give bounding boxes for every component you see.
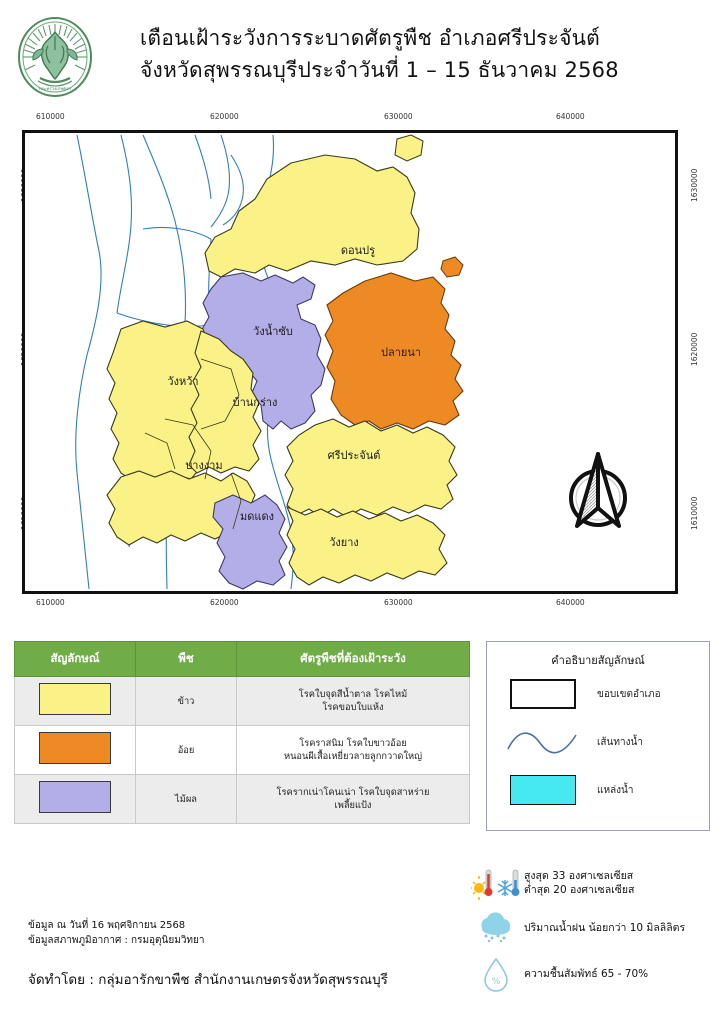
crop-pest-table: สัญลักษณ์ พืช ศัตรูพืชที่ต้องเฝ้าระวัง ข… <box>14 641 470 824</box>
map-y-tick-right-1: 1620000 <box>690 332 699 366</box>
crop-name-sugarcane: อ้อย <box>135 725 237 775</box>
rain-cloud-icon <box>468 911 524 945</box>
district-parcel-north-east <box>394 134 424 162</box>
district-polygon-plaina <box>324 272 464 430</box>
crop-table-header-row: สัญลักษณ์ พืช ศัตรูพืชที่ต้องเฝ้าระวัง <box>14 641 470 677</box>
legend-label-waterway: เส้นทางน้ำ <box>597 736 643 748</box>
thai-government-garuda-seal-icon: กระทรวงเกษตรฯ <box>16 16 94 98</box>
temperature-hot-cold-icon <box>468 866 524 900</box>
district-label-moddaeng: มดแดง <box>240 510 274 523</box>
district-label-wangnamsap: วังน้ำซับ <box>253 325 293 338</box>
crop-swatch-cell-rice <box>14 676 136 726</box>
crop-name-rice: ข้าว <box>135 676 237 726</box>
district-label-bankrang: บ้านกร่าง <box>232 396 278 409</box>
district-label-wangwa: วังหว้า <box>167 375 199 388</box>
map-container[interactable]: 610000 620000 630000 640000 610000 62000… <box>14 112 699 689</box>
water-body-icon <box>495 775 591 805</box>
pest-list-rice: โรคใบจุดสีน้ำตาล โรคไหม้ โรคขอบใบแห้ง <box>236 676 470 726</box>
title-line-2: จังหวัดสุพรรณบุรีประจำวันที่ 1 – 15 ธันว… <box>140 58 619 82</box>
temp-max-text: สูงสุด 33 องศาเซลเซียส <box>524 870 634 882</box>
district-label-sriprachan: ศรีประจันต์ <box>327 449 381 462</box>
footer-data-date: ข้อมูล ณ วันที่ 16 พฤศจิกายน 2568 <box>28 920 186 931</box>
district-polygon-sriprachan <box>284 418 458 518</box>
district-polygon-moddaeng <box>212 494 288 590</box>
district-label-bangngam: บางงาม <box>185 459 223 472</box>
pest-line-1: โรครากเน่าโคนเน่า โรคใบจุดสาหร่าย <box>276 787 430 798</box>
swatch-rice-yellow <box>39 683 111 715</box>
district-parcel-orange-small <box>440 256 464 278</box>
svg-text:%: % <box>492 977 501 987</box>
pest-line-1: โรคใบจุดสีน้ำตาล โรคไหม้ <box>298 689 408 700</box>
waterway-icon <box>495 725 591 759</box>
crop-table-col-symbol: สัญลักษณ์ <box>14 641 136 677</box>
pest-line-2: หนอนผีเสื้อเหยี่ยวลายลูกกวาดใหญ่ <box>283 751 423 762</box>
table-row: ข้าว โรคใบจุดสีน้ำตาล โรคไหม้ โรคขอบใบแห… <box>14 676 470 726</box>
weather-row-rainfall: ปริมาณน้ำฝน น้อยกว่า 10 มิลลิลิตร <box>468 911 718 945</box>
map-x-tick-bottom-0: 610000 <box>36 598 65 607</box>
map-x-tick-3: 640000 <box>556 112 585 121</box>
map-x-tick-0: 610000 <box>36 112 65 121</box>
map-legend-title: คำอธิบายสัญลักษณ์ <box>551 654 645 667</box>
weather-humidity-text: ความชื้นสัมพัทธ์ 65 - 70% <box>524 968 649 980</box>
table-row: ไม้ผล โรครากเน่าโคนเน่า โรคใบจุดสาหร่าย … <box>14 774 470 824</box>
humidity-droplet-icon: % <box>468 956 524 992</box>
weather-summary: สูงสุด 33 องศาเซลเซียส ต่ำสุด 20 องศาเซล… <box>468 866 718 1003</box>
temp-min-text: ต่ำสุด 20 องศาเซลเซียส <box>524 884 635 896</box>
legend-item-district-boundary: ขอบเขตอำเภอ <box>487 671 709 717</box>
legend-label-water-body: แหล่งน้ำ <box>597 784 634 796</box>
district-label-donpru: ดอนปรู <box>340 244 376 257</box>
footer-produced-by: จัดทำโดย : กลุ่มอารักขาพืช สำนักงานเกษตร… <box>28 972 388 988</box>
internal-boundaries <box>144 358 242 530</box>
legend-item-water-body: แหล่งน้ำ <box>487 767 709 813</box>
weather-row-humidity: % ความชื้นสัมพัทธ์ 65 - 70% <box>468 956 718 992</box>
legend-label-district-boundary: ขอบเขตอำเภอ <box>597 688 661 700</box>
district-polygon-donpru <box>204 154 420 278</box>
district-boundary-icon <box>495 679 591 709</box>
weather-temperature-text: สูงสุด 33 องศาเซลเซียส ต่ำสุด 20 องศาเซล… <box>524 869 634 897</box>
svg-text:กระทรวงเกษตรฯ: กระทรวงเกษตรฯ <box>39 86 71 92</box>
table-row: อ้อย โรคราสนิม โรคใบขาวอ้อย หนอนผีเสื้อเ… <box>14 725 470 775</box>
map-frame[interactable] <box>22 130 678 594</box>
map-x-tick-2: 630000 <box>384 112 413 121</box>
map-x-tick-bottom-1: 620000 <box>210 598 239 607</box>
crop-table-col-pests: ศัตรูพืชที่ต้องเฝ้าระวัง <box>236 641 470 677</box>
map-y-tick-right-0: 1630000 <box>690 168 699 202</box>
district-map-svg[interactable] <box>25 133 675 591</box>
map-x-tick-bottom-2: 630000 <box>384 598 413 607</box>
pest-line-2: โรคขอบใบแห้ง <box>322 702 384 713</box>
map-legend-box: คำอธิบายสัญลักษณ์ ขอบเขตอำเภอ เส้นทางน้ำ… <box>486 641 710 831</box>
map-x-tick-1: 620000 <box>210 112 239 121</box>
pest-list-fruit: โรครากเน่าโคนเน่า โรคใบจุดสาหร่าย เพลี้ย… <box>236 774 470 824</box>
map-x-tick-bottom-3: 640000 <box>556 598 585 607</box>
page-header: กระทรวงเกษตรฯ เตือนเฝ้าระวังการระบาดศัตร… <box>0 0 724 110</box>
crop-swatch-cell-fruit <box>14 774 136 824</box>
pest-line-2: เพลี้ยแป้ง <box>334 800 372 811</box>
footer-weather-source: ข้อมูลสภาพภูมิอากาศ : กรมอุตุนิยมวิทยา <box>28 935 205 946</box>
legend-item-waterway: เส้นทางน้ำ <box>487 719 709 765</box>
weather-rainfall-text: ปริมาณน้ำฝน น้อยกว่า 10 มิลลิลิตร <box>524 922 686 934</box>
page-title: เตือนเฝ้าระวังการระบาดศัตรูพืช อำเภอศรีป… <box>140 22 700 86</box>
district-label-plaina: ปลายนา <box>380 346 422 359</box>
district-polygon-bankrang <box>188 330 262 474</box>
pest-line-1: โรคราสนิม โรคใบขาวอ้อย <box>299 738 407 749</box>
title-line-1: เตือนเฝ้าระวังการระบาดศัตรูพืช อำเภอศรีป… <box>140 26 601 50</box>
map-y-tick-right-2: 1610000 <box>690 496 699 530</box>
crop-name-fruit: ไม้ผล <box>135 774 237 824</box>
swatch-fruit-purple <box>39 781 111 813</box>
crop-table-col-crop: พืช <box>135 641 237 677</box>
swatch-sugarcane-orange <box>39 732 111 764</box>
north-arrow-icon <box>559 448 637 534</box>
pest-list-sugarcane: โรคราสนิม โรคใบขาวอ้อย หนอนผีเสื้อเหยี่ย… <box>236 725 470 775</box>
page-footer: ข้อมูล ณ วันที่ 16 พฤศจิกายน 2568 ข้อมูล… <box>28 918 458 990</box>
weather-row-temperature: สูงสุด 33 องศาเซลเซียส ต่ำสุด 20 องศาเซล… <box>468 866 718 900</box>
district-polygon-wangyang <box>285 505 448 586</box>
district-label-wangyang: วังยาง <box>329 536 359 549</box>
crop-swatch-cell-sugarcane <box>14 725 136 775</box>
